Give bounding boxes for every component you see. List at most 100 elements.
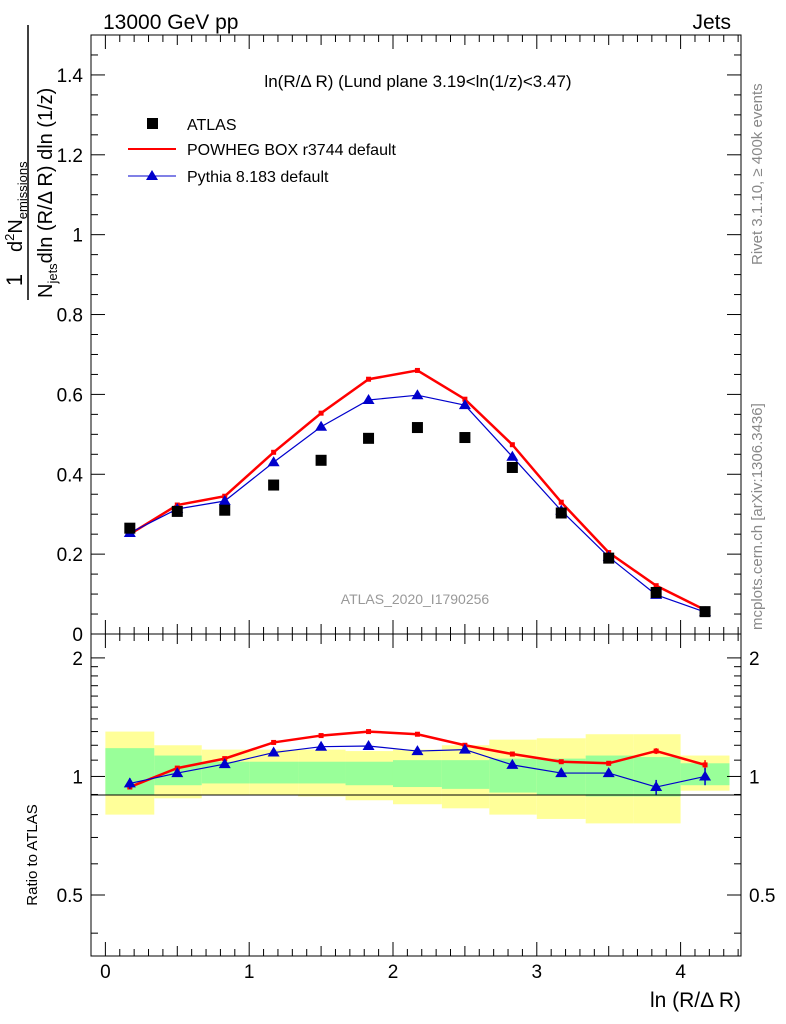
x-tick-label: 2 (388, 962, 399, 983)
ratio-pythia-point (458, 743, 471, 754)
x-tick-label: 4 (675, 962, 686, 983)
ylabel-njets-sub: jets (45, 263, 60, 285)
atlas-point (268, 479, 280, 491)
ratio-pythia-point (171, 767, 184, 778)
main-y-tick-label: 0.2 (57, 545, 83, 566)
ylabel-n-sub: emissions (15, 161, 30, 219)
main-y-tick-label: 1.2 (57, 146, 83, 167)
pythia-point (458, 399, 471, 410)
legend-marker-pythia (146, 170, 158, 180)
pythia-point (362, 393, 375, 404)
powheg-point (318, 410, 324, 416)
ratio-series (123, 729, 712, 795)
powheg-point (558, 499, 564, 505)
ratio-pythia-point (362, 739, 375, 750)
ratio-pythia-point (555, 767, 568, 778)
atlas-point (699, 606, 711, 618)
ylabel-one: 1 (2, 274, 27, 286)
atlas-point (555, 507, 567, 519)
legend-label-powheg: POWHEG BOX r3744 default (187, 142, 397, 159)
ylabel-njets: N (35, 284, 57, 298)
ratio-pythia-point (411, 745, 424, 756)
ratio-y-tick-label: 0.5 (57, 886, 83, 907)
main-y-tick-label: 0.4 (57, 465, 84, 486)
pythia-point (315, 420, 328, 431)
main-y-tick-label: 1 (72, 226, 83, 247)
main-panel: 0 0.2 0.4 0.6 0.8 1 1.2 1.4 ln(R/Δ R) (Lund pla… (57, 34, 742, 956)
powheg-point (414, 367, 420, 373)
ylabel-n: N (5, 219, 27, 233)
ratio-powheg-point (653, 748, 659, 754)
legend: ATLAS POWHEG BOX r3744 default Pythia 8.… (128, 117, 397, 186)
main-y-tick-label: 1.4 (57, 66, 84, 87)
pythia-point (218, 495, 231, 506)
ylabel-sup: 2 (2, 234, 17, 241)
pythia-point (411, 389, 424, 400)
pythia-point (506, 450, 519, 461)
ratio-powheg-point (509, 751, 515, 757)
powheg-point (653, 583, 659, 589)
x-tick-label: 1 (244, 962, 255, 983)
atlas-point (459, 432, 471, 444)
x-tick-labels: 0 1 2 3 4 (100, 962, 686, 983)
ratio-powheg-point (318, 733, 324, 739)
header-energy: 13000 GeV pp (103, 11, 238, 34)
svg-text:Njetsdln (R/Δ R) dln (1/z): Njetsdln (R/Δ R) dln (1/z) (35, 88, 60, 298)
atlas-point (219, 504, 231, 516)
main-y-tick-label: 0 (72, 625, 83, 646)
ratio-powheg-point (414, 731, 420, 737)
atlas-point (315, 454, 327, 466)
ratio-band-green (441, 760, 490, 789)
plot-title: ln(R/Δ R) (Lund plane 3.19<ln(1/z)<3.47) (264, 72, 571, 91)
legend-label-pythia: Pythia 8.183 default (187, 169, 329, 186)
atlas-point (506, 461, 518, 473)
ratio-band-green (392, 760, 442, 788)
ratio-pythia-point (218, 758, 231, 769)
ratio-frame (90, 633, 742, 957)
main-y-tick-labels: 0 0.2 0.4 0.6 0.8 1 1.2 1.4 (57, 66, 84, 646)
pythia-point (267, 456, 280, 467)
ratio-powheg-point (271, 739, 277, 745)
x-tick-label: 0 (100, 962, 111, 983)
ratio-band-green (298, 761, 346, 784)
ratio-pythia-point (602, 767, 615, 778)
x-tick-label: 3 (532, 962, 543, 983)
ratio-y-tick-label: 1 (749, 767, 760, 788)
atlas-point (411, 422, 423, 434)
powheg-line (129, 369, 706, 612)
ratio-y-tick-label: 2 (749, 649, 760, 670)
ratio-panel: 0.5 0.5 1 1 2 2 (57, 633, 776, 957)
ratio-pythia-point (267, 746, 280, 757)
ratio-band-green (249, 761, 299, 784)
atlas-point (603, 552, 615, 564)
main-y-axis-label: 1 Njetsdln (R/Δ R) dln (1/z) d2Nemission… (2, 25, 60, 300)
watermark: ATLAS_2020_I1790256 (341, 591, 490, 607)
ratio-powheg-point (366, 729, 372, 735)
svg-text:d2Nemissions: d2Nemissions (2, 161, 30, 252)
legend-label-atlas: ATLAS (187, 117, 237, 134)
ratio-pythia-point (506, 758, 519, 769)
header-jets: Jets (692, 11, 731, 34)
ratio-band-green (345, 761, 393, 786)
ratio-y-tick-label: 1 (72, 767, 83, 788)
ratio-y-tick-labels: 0.5 0.5 1 1 2 2 (57, 649, 776, 907)
atlas-point (650, 586, 662, 598)
ratio-pythia-point (650, 781, 663, 792)
atlas-point (124, 522, 136, 534)
powheg-point (366, 376, 372, 382)
ylabel-d: d (5, 241, 27, 252)
ratio-y-axis-label: Ratio to ATLAS (24, 804, 41, 905)
rivet-label: Rivet 3.1.10, ≥ 400k events (749, 83, 766, 265)
legend-marker-atlas (147, 118, 158, 129)
ratio-pythia-point (315, 740, 328, 751)
atlas-point (363, 432, 375, 444)
main-y-tick-label: 0.6 (57, 385, 83, 406)
main-y-tick-label: 0.8 (57, 306, 83, 327)
powheg-point (509, 442, 515, 448)
ratio-powheg-point (558, 759, 564, 765)
ratio-pythia-point (123, 777, 136, 788)
ratio-powheg-point (702, 762, 708, 768)
ylabel-den: dln (R/Δ R) dln (1/z) (35, 88, 57, 264)
ratio-ticks (91, 657, 741, 934)
